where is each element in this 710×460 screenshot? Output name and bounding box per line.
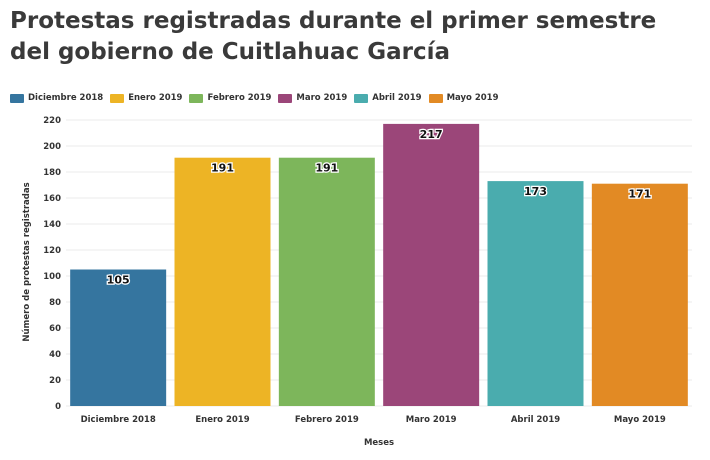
- data-label: 171: [628, 188, 651, 201]
- x-tick-label: Febrero 2019: [295, 415, 359, 425]
- legend: Diciembre 2018 Enero 2019 Febrero 2019 M…: [10, 92, 506, 104]
- data-label: 173: [524, 185, 547, 198]
- legend-swatch: [189, 93, 204, 103]
- bar-enero-2019[interactable]: [174, 157, 271, 406]
- y-tick-label: 180: [43, 168, 61, 178]
- legend-swatch: [10, 93, 24, 103]
- y-tick-label: 200: [43, 142, 61, 152]
- y-tick-label: 40: [49, 350, 61, 360]
- data-label: 105: [107, 274, 130, 287]
- legend-item-diciembre-2018[interactable]: Diciembre 2018: [10, 93, 103, 103]
- legend-swatch: [278, 93, 293, 103]
- y-tick-label: 0: [55, 402, 61, 412]
- gridlines: [66, 119, 692, 407]
- x-axis: Diciembre 2018 Enero 2019 Febrero 2019 Maro…: [81, 415, 666, 425]
- bars: 105 191 191 217 173 171: [70, 123, 688, 407]
- legend-label: Diciembre 2018: [28, 93, 104, 103]
- legend-swatch: [428, 93, 443, 103]
- y-tick-label: 220: [43, 116, 61, 126]
- bar-maro-2019[interactable]: [383, 123, 480, 407]
- x-axis-title: Meses: [364, 438, 394, 448]
- legend-label: Febrero 2019: [207, 93, 272, 103]
- legend-swatch: [354, 93, 369, 103]
- bar-diciembre-2018[interactable]: [70, 269, 167, 407]
- bar-abril-2019[interactable]: [487, 181, 584, 406]
- legend-item-maro-2019[interactable]: Maro 2019: [278, 93, 347, 103]
- y-tick-label: 60: [49, 324, 61, 334]
- data-label: 217: [420, 128, 443, 141]
- y-axis-title: Número de protestas registradas: [22, 182, 32, 341]
- legend-swatch: [110, 93, 125, 103]
- legend-label: Mayo 2019: [446, 93, 499, 103]
- data-label: 191: [315, 162, 338, 175]
- chart-title: Protestas registradas durante el primer …: [10, 8, 657, 65]
- legend-item-abril-2019[interactable]: Abril 2019: [354, 93, 422, 103]
- x-tick-label: Enero 2019: [195, 415, 249, 425]
- y-tick-label: 80: [49, 298, 61, 308]
- legend-item-enero-2019[interactable]: Enero 2019: [110, 93, 182, 103]
- y-tick-label: 20: [49, 376, 61, 386]
- legend-item-mayo-2019[interactable]: Mayo 2019: [428, 93, 499, 103]
- legend-label: Enero 2019: [128, 93, 183, 103]
- y-axis: 0 20 40 60 80 100 120 140 160 180 200 220: [43, 116, 61, 412]
- y-tick-label: 120: [43, 246, 61, 256]
- data-label: 191: [211, 162, 234, 175]
- x-tick-label: Diciembre 2018: [81, 415, 156, 425]
- legend-label: Abril 2019: [372, 93, 422, 103]
- legend-item-febrero-2019[interactable]: Febrero 2019: [189, 93, 271, 103]
- bar-mayo-2019[interactable]: [591, 183, 688, 406]
- x-tick-label: Maro 2019: [406, 415, 457, 425]
- y-tick-label: 160: [43, 194, 61, 204]
- bar-febrero-2019[interactable]: [278, 157, 375, 406]
- x-tick-label: Mayo 2019: [614, 415, 666, 425]
- x-tick-label: Abril 2019: [511, 415, 560, 425]
- y-tick-label: 140: [43, 220, 61, 230]
- y-tick-label: 100: [43, 272, 61, 282]
- legend-label: Maro 2019: [296, 93, 348, 103]
